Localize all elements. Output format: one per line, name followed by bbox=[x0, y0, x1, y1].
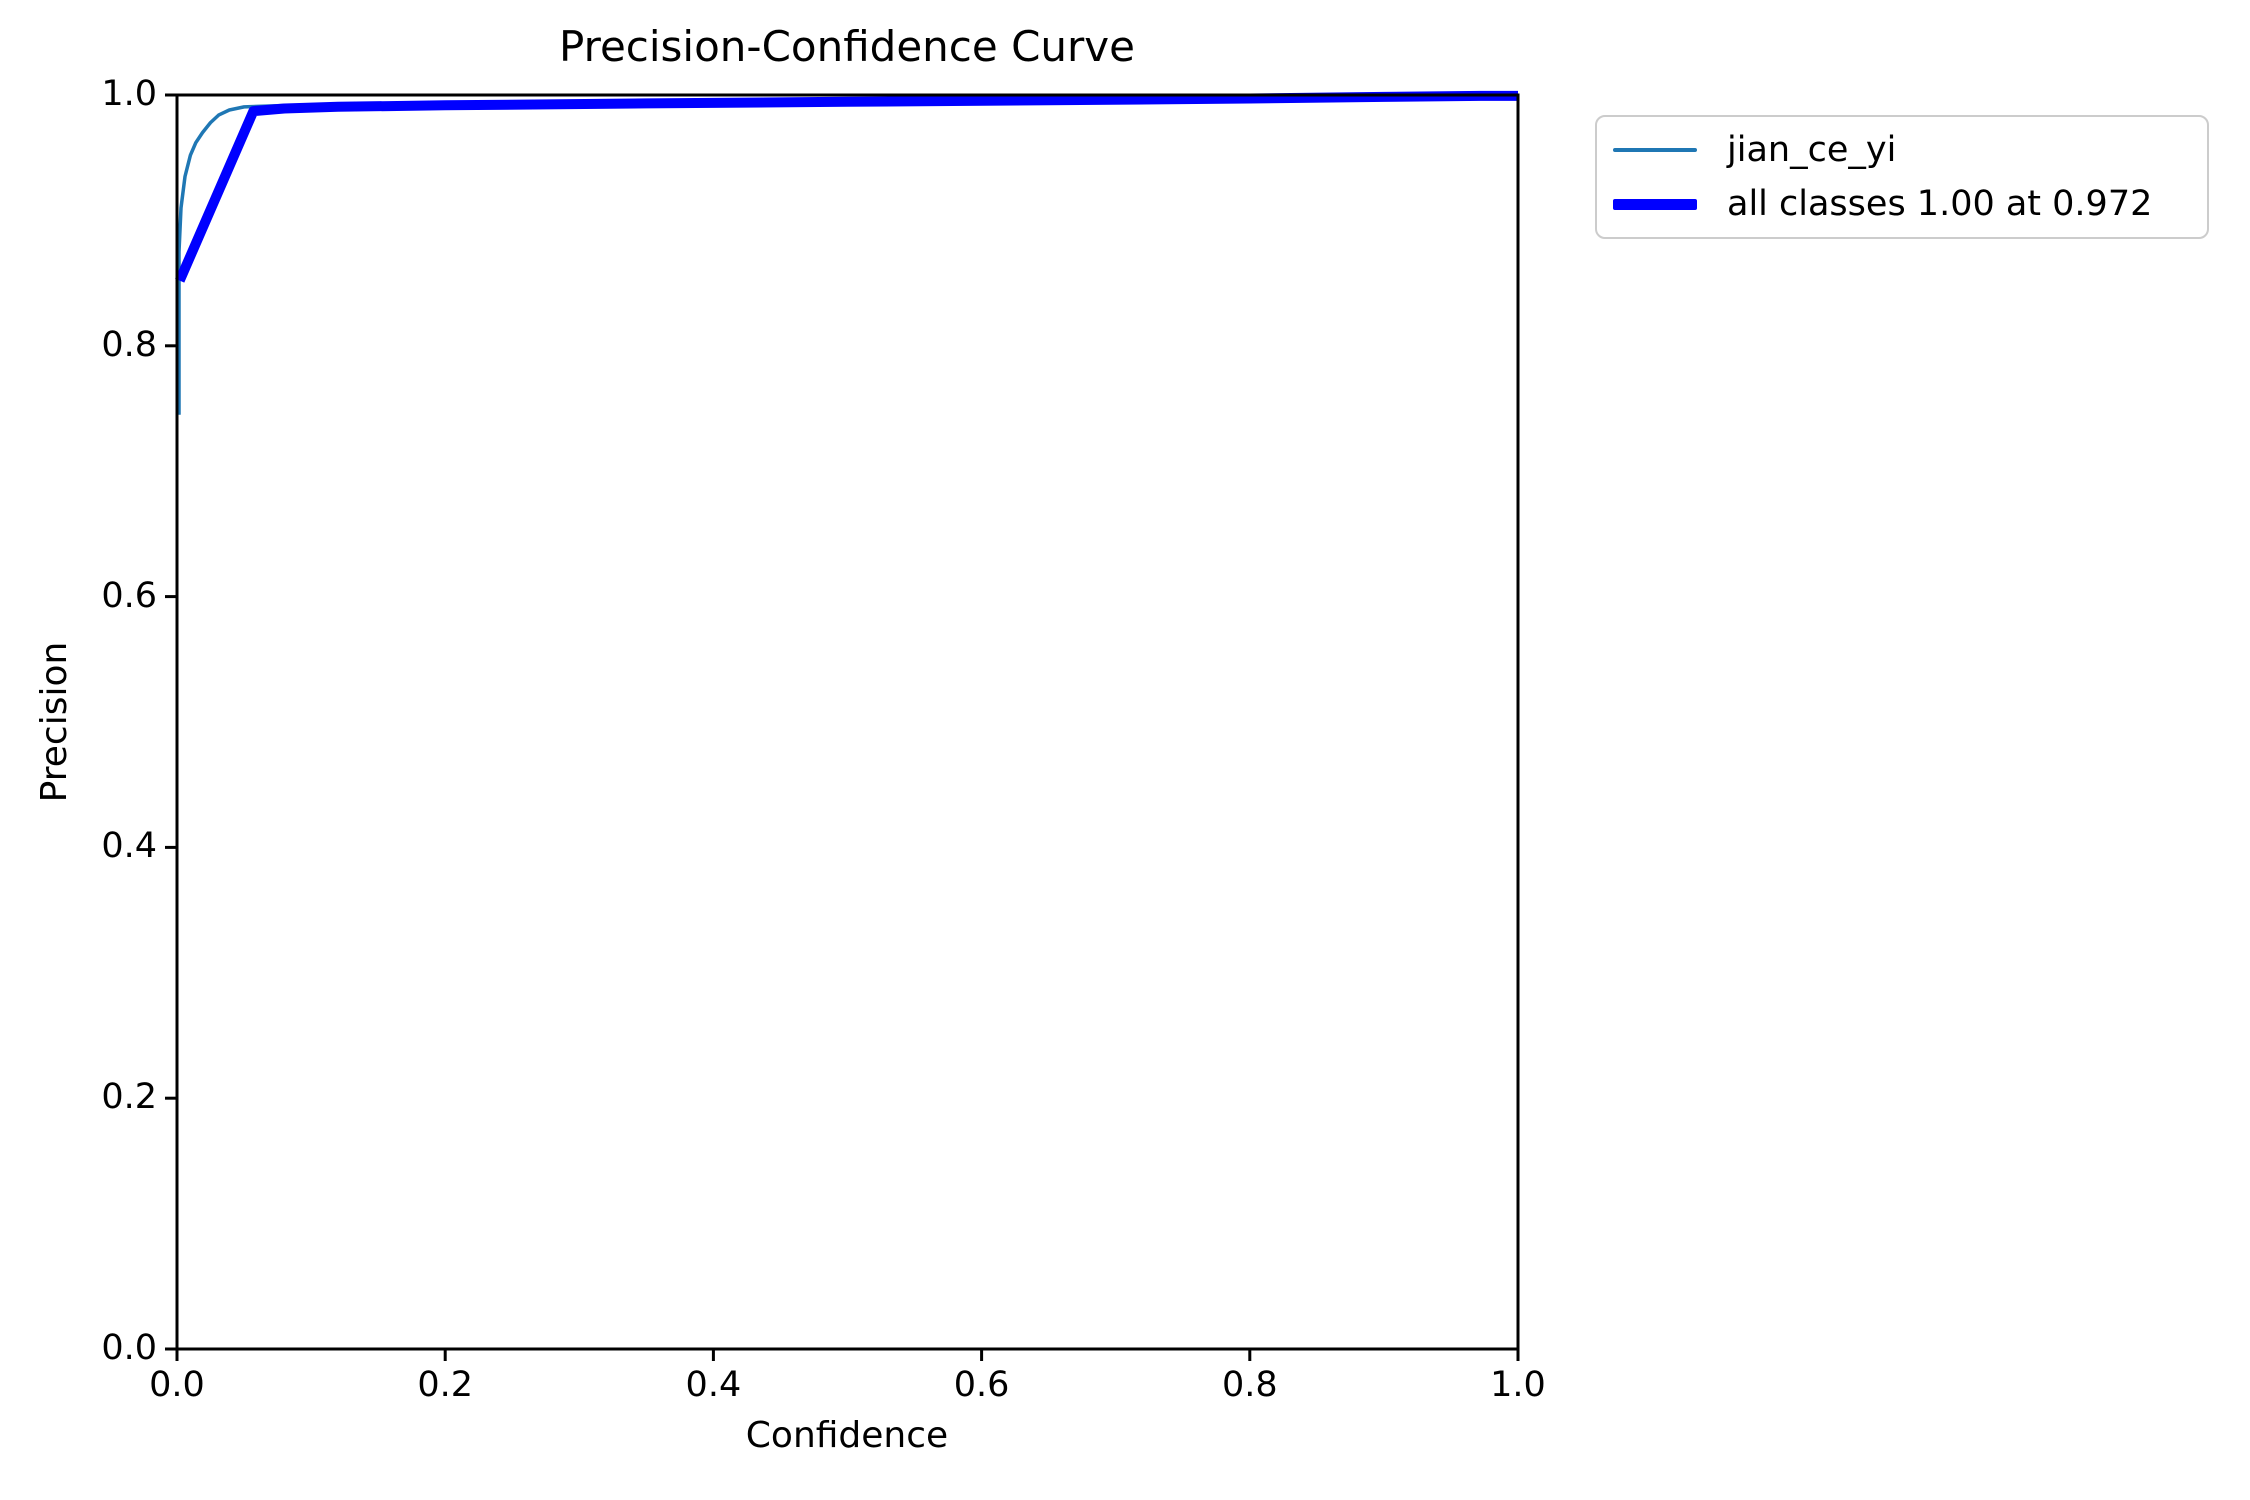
y-tick-label: 0.8 bbox=[101, 324, 157, 365]
x-tick-label: 0.6 bbox=[953, 1365, 1010, 1405]
legend-line-sample-thin bbox=[1613, 148, 1697, 152]
axes-spines bbox=[175, 93, 1520, 1351]
x-tick-label: 0.8 bbox=[1221, 1365, 1278, 1405]
legend-box: jian_ce_yi all classes 1.00 at 0.972 bbox=[1595, 115, 2209, 239]
y-tick-label: 0.2 bbox=[101, 1077, 157, 1118]
y-tick-label: 0.6 bbox=[101, 575, 157, 616]
x-tick-label: 0.0 bbox=[149, 1365, 205, 1405]
x-tick-label: 0.2 bbox=[417, 1365, 474, 1405]
series-line-all-classes bbox=[175, 90, 1518, 283]
y-tick-label: 1.0 bbox=[101, 74, 157, 114]
chart-title: Precision-Confidence Curve bbox=[559, 22, 1135, 71]
legend-row-all-classes: all classes 1.00 at 0.972 bbox=[1613, 183, 2207, 225]
y-tick-label: 0.0 bbox=[101, 1328, 157, 1368]
legend-label-jian-ce-yi: jian_ce_yi bbox=[1727, 130, 1897, 170]
x-axis-label: Confidence bbox=[745, 1415, 949, 1456]
legend-line-sample-thick bbox=[1613, 198, 1697, 210]
y-tick-label: 0.4 bbox=[101, 826, 157, 867]
series-line-jian_ce_yi bbox=[177, 93, 1518, 415]
y-axis-label: Precision bbox=[34, 641, 75, 803]
x-tick-label: 1.0 bbox=[1490, 1365, 1546, 1405]
x-tick-label: 0.4 bbox=[685, 1365, 742, 1405]
legend-row-jian-ce-yi: jian_ce_yi bbox=[1613, 129, 2207, 171]
legend-label-all-classes: all classes 1.00 at 0.972 bbox=[1727, 184, 2153, 224]
